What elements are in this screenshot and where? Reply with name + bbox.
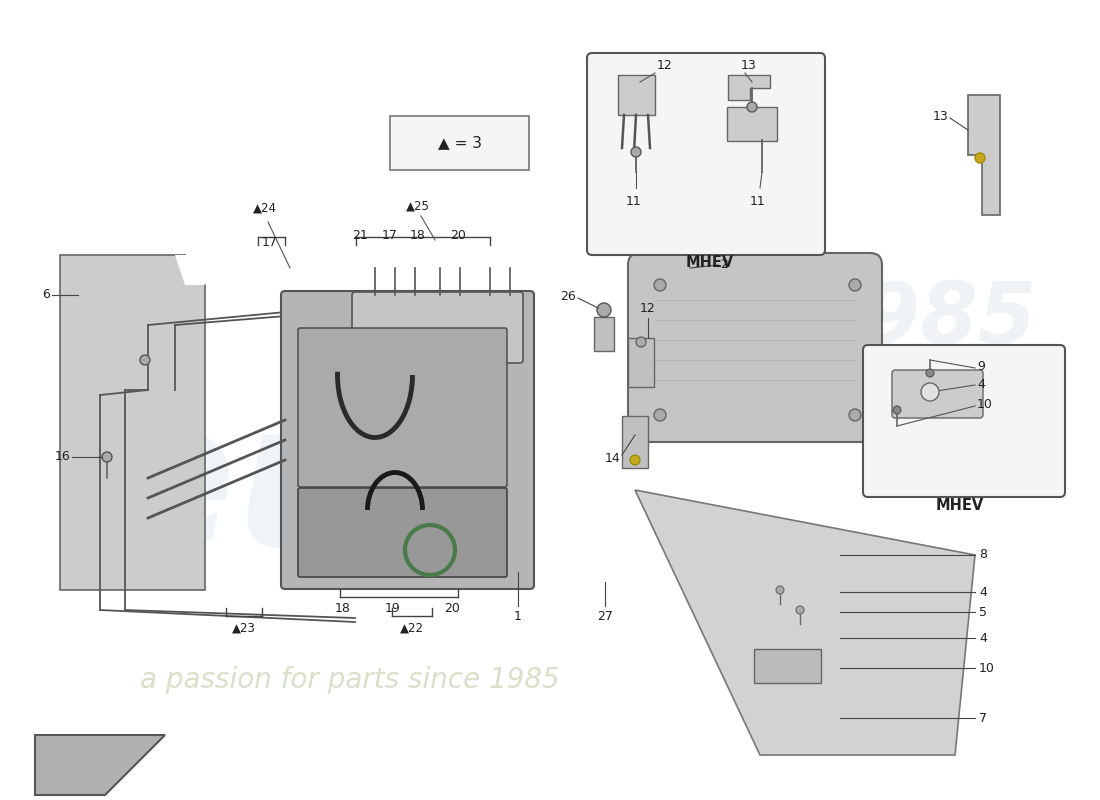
Polygon shape: [35, 735, 165, 795]
FancyBboxPatch shape: [594, 317, 614, 351]
FancyBboxPatch shape: [298, 488, 507, 577]
Circle shape: [849, 409, 861, 421]
Circle shape: [631, 147, 641, 157]
Text: 17: 17: [262, 235, 278, 249]
FancyBboxPatch shape: [298, 328, 507, 487]
Text: 6: 6: [42, 289, 50, 302]
Text: ▲22: ▲22: [400, 622, 424, 635]
Text: 16: 16: [54, 450, 70, 463]
Text: ▲23: ▲23: [232, 622, 256, 635]
Polygon shape: [618, 75, 654, 115]
Text: 10: 10: [977, 398, 993, 411]
Text: 13: 13: [933, 110, 948, 122]
Polygon shape: [635, 490, 975, 755]
Text: 20: 20: [444, 602, 460, 615]
Circle shape: [140, 355, 150, 365]
Circle shape: [849, 279, 861, 291]
Text: a passion for parts since 1985: a passion for parts since 1985: [140, 666, 560, 694]
Text: ▲25: ▲25: [406, 200, 430, 213]
Text: 9: 9: [977, 361, 985, 374]
Text: 1: 1: [514, 610, 521, 623]
Circle shape: [102, 452, 112, 462]
Text: MHEV: MHEV: [936, 498, 985, 513]
Text: 21: 21: [352, 229, 367, 242]
FancyBboxPatch shape: [628, 253, 882, 442]
Text: 26: 26: [560, 290, 576, 302]
Polygon shape: [728, 75, 770, 100]
Polygon shape: [60, 255, 205, 590]
Circle shape: [776, 586, 784, 594]
Text: MHEV: MHEV: [686, 255, 734, 270]
Text: ▲ = 3: ▲ = 3: [438, 135, 482, 150]
Text: 12: 12: [640, 302, 656, 315]
Text: 2: 2: [720, 258, 728, 270]
FancyBboxPatch shape: [864, 345, 1065, 497]
FancyBboxPatch shape: [390, 116, 529, 170]
Text: 1985: 1985: [804, 279, 1036, 361]
Circle shape: [926, 369, 934, 377]
FancyBboxPatch shape: [587, 53, 825, 255]
Text: 27: 27: [597, 610, 613, 623]
Text: 10: 10: [979, 662, 994, 674]
Circle shape: [747, 102, 757, 112]
Text: 7: 7: [979, 711, 987, 725]
Text: 12: 12: [657, 59, 673, 72]
Circle shape: [636, 337, 646, 347]
Circle shape: [975, 153, 984, 163]
Polygon shape: [968, 95, 1000, 215]
FancyBboxPatch shape: [754, 649, 821, 683]
Text: eu: eu: [100, 393, 380, 587]
Circle shape: [630, 455, 640, 465]
Circle shape: [893, 406, 901, 414]
Text: 19: 19: [385, 602, 400, 615]
Text: 4: 4: [977, 378, 985, 390]
FancyBboxPatch shape: [621, 416, 648, 468]
Circle shape: [921, 383, 939, 401]
Text: 13: 13: [741, 59, 757, 72]
Text: 4: 4: [979, 586, 987, 598]
Text: 18: 18: [410, 229, 426, 242]
Circle shape: [654, 279, 666, 291]
Text: ▲24: ▲24: [253, 202, 277, 215]
Text: 4: 4: [979, 631, 987, 645]
Polygon shape: [175, 255, 205, 285]
FancyBboxPatch shape: [352, 292, 522, 363]
Text: 11: 11: [626, 195, 642, 208]
FancyBboxPatch shape: [727, 107, 777, 141]
Text: 11: 11: [750, 195, 766, 208]
Text: 8: 8: [979, 549, 987, 562]
FancyBboxPatch shape: [628, 338, 654, 387]
Text: 5: 5: [979, 606, 987, 618]
Text: 14: 14: [604, 451, 620, 465]
Text: 20: 20: [450, 229, 466, 242]
FancyBboxPatch shape: [280, 291, 534, 589]
Circle shape: [597, 303, 611, 317]
FancyBboxPatch shape: [892, 370, 983, 418]
Circle shape: [796, 606, 804, 614]
Text: 17: 17: [382, 229, 398, 242]
Text: 18: 18: [336, 602, 351, 615]
Circle shape: [654, 409, 666, 421]
